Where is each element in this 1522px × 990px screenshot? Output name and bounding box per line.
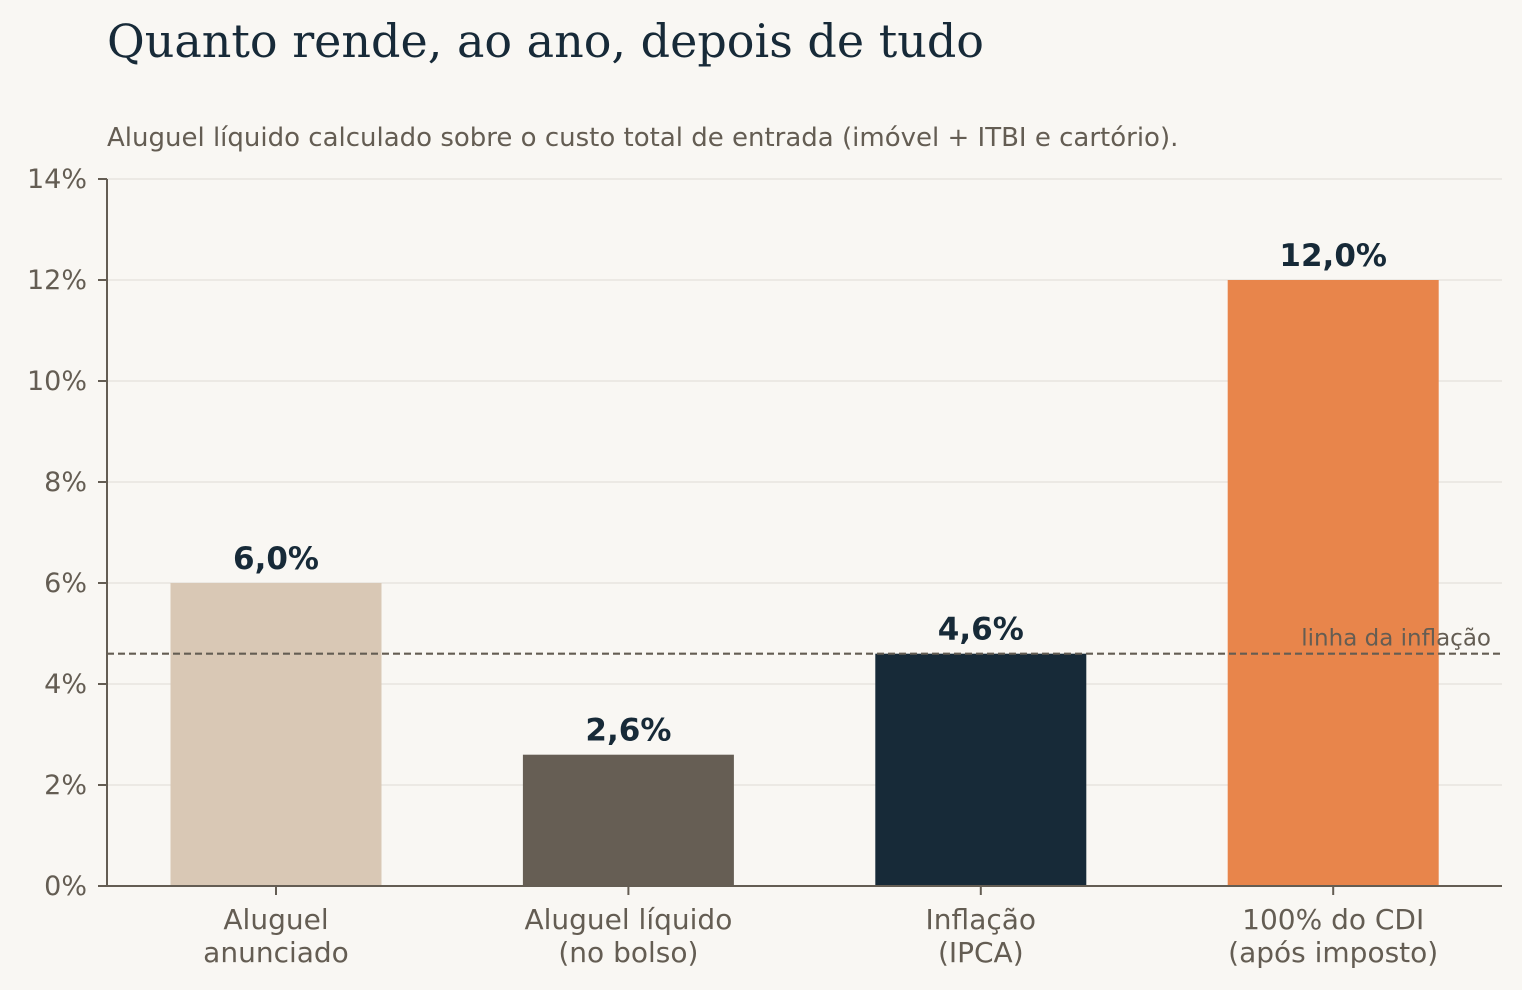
y-tick-label: 12% (27, 265, 87, 296)
x-tick-label: 100% do CDI (1242, 903, 1424, 936)
y-tick-label: 0% (44, 871, 87, 902)
x-tick-label: Aluguel (223, 903, 328, 936)
bar-value-label: 12,0% (1279, 238, 1387, 274)
x-tick-label: (após imposto) (1228, 936, 1438, 969)
x-tick-label: Aluguel líquido (524, 903, 732, 936)
x-tick-label: (no bolso) (558, 936, 698, 969)
bar-value-label: 2,6% (585, 713, 671, 749)
y-tick-label: 2% (44, 770, 87, 801)
axes (98, 178, 1502, 895)
y-tick-label: 4% (44, 669, 87, 700)
y-tick-label: 10% (27, 366, 87, 397)
chart-subtitle: Aluguel líquido calculado sobre o custo … (107, 123, 1178, 153)
x-tick-label: anunciado (203, 936, 349, 969)
bar-value-label: 6,0% (233, 541, 319, 577)
bar-value-labels: 6,0% 2,6% 4,6% 12,0% (233, 238, 1387, 749)
bar (170, 583, 382, 886)
y-tick-label: 14% (27, 164, 87, 195)
y-tick-label: 6% (44, 568, 87, 599)
bar (1227, 280, 1439, 886)
x-tick-label: Inflação (926, 903, 1036, 936)
y-tick-labels: 0% 2% 4% 6% 8% 10% 12% 14% (27, 164, 87, 902)
bars (170, 280, 1439, 886)
chart-title: Quanto rende, ao ano, depois de tudo (107, 14, 984, 68)
reference-line-overlay: linha da inflação (107, 626, 1502, 655)
bar (522, 754, 734, 886)
bar-value-label: 4,6% (938, 612, 1024, 648)
inflation-reference-label: linha da inflação (1301, 626, 1491, 652)
y-tick-label: 8% (44, 467, 87, 498)
x-tick-label: (IPCA) (938, 936, 1024, 969)
bar (875, 653, 1087, 886)
